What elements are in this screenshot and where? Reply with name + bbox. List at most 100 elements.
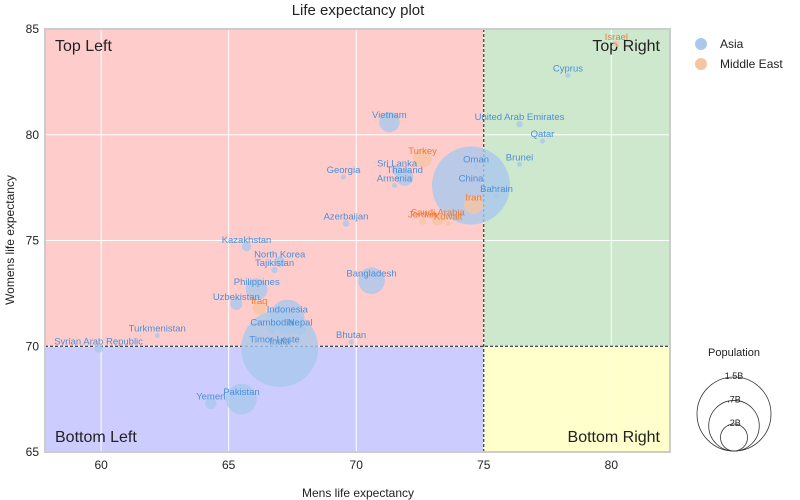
- bubble-jordan: [419, 218, 426, 225]
- point-label: Israel: [605, 32, 628, 43]
- bubble-israel: [613, 40, 620, 47]
- quadrant-label: Top Right: [592, 38, 660, 55]
- point-label: Timor-Leste: [249, 334, 299, 345]
- x-axis-label: Mens life expectancy: [302, 486, 414, 500]
- quadrant-label: Bottom Right: [568, 429, 661, 446]
- chart-title: Life expectancy plot: [292, 2, 425, 19]
- point-label: Yemen: [196, 391, 225, 402]
- bubble-kuwait: [445, 221, 451, 227]
- x-tick-label: 75: [477, 458, 491, 472]
- bubble-armenia: [391, 183, 397, 189]
- x-tick-label: 65: [222, 458, 236, 472]
- threshold-lines: [45, 29, 670, 452]
- quadrant-label: Top Left: [55, 38, 112, 55]
- point-label: Cambodia: [250, 317, 294, 328]
- x-tick-label: 80: [605, 458, 619, 472]
- point-label: India: [269, 336, 290, 347]
- bubble-vietnam: [379, 111, 400, 133]
- size-legend-circle: [696, 376, 772, 452]
- bubble-china: [432, 146, 511, 225]
- legend-marker: [695, 38, 707, 50]
- bubble-cyprus: [565, 73, 571, 79]
- y-tick-label: 75: [26, 234, 40, 248]
- bubble-bahrain: [494, 193, 500, 199]
- point-label: Bangladesh: [346, 269, 396, 280]
- bubble-iraq: [252, 301, 266, 315]
- y-tick-label: 70: [26, 339, 40, 353]
- bubble-georgia: [340, 174, 346, 180]
- point-label: Armenia: [377, 174, 413, 185]
- point-label: Nepal: [288, 317, 313, 328]
- size-legend-label: 1.5B: [725, 371, 744, 381]
- y-tick-label: 85: [26, 22, 40, 36]
- size-legend-title: Population: [708, 347, 760, 359]
- point-label: Bahrain: [480, 184, 513, 195]
- legend-label: Middle East: [720, 57, 783, 71]
- point-label: Vietnam: [372, 110, 407, 121]
- point-label: Brunei: [506, 152, 533, 163]
- y-tick-label: 80: [26, 128, 40, 142]
- bubble-qatar: [539, 138, 545, 144]
- point-label: Bhutan: [336, 330, 366, 341]
- point-label: Iraq: [251, 296, 267, 307]
- bubble-syrian-arab-republic: [94, 343, 103, 353]
- bubble-bangladesh: [358, 267, 385, 295]
- point-label: Oman: [463, 154, 489, 165]
- size-legend-label: .2B: [727, 418, 741, 428]
- bubble-united-arab-emirates: [516, 121, 523, 128]
- bubble-indonesia: [270, 299, 305, 334]
- tick-labels: 60 65 70 75 80 65 70 75 80 85: [26, 22, 619, 472]
- x-tick-label: 60: [94, 458, 108, 472]
- bubble-north-korea: [274, 256, 285, 267]
- bubble-philippines: [245, 278, 268, 301]
- bubble-bhutan: [348, 339, 354, 345]
- bubble-nepal: [294, 323, 306, 335]
- bubble-tajikistan: [271, 266, 278, 274]
- point-label: Indonesia: [267, 305, 309, 316]
- quadrant-top-right: [483, 29, 670, 347]
- quadrant-backgrounds: [45, 29, 670, 452]
- y-tick-label: 65: [26, 445, 40, 459]
- point-label: Saudi Arabia: [411, 207, 466, 218]
- size-legend-circle: [720, 423, 748, 452]
- bubble-cambodia: [267, 325, 277, 334]
- y-axis-label: Womens life expectancy: [3, 175, 17, 305]
- point-label: Thailand: [386, 165, 422, 176]
- point-label: Cyprus: [553, 64, 583, 75]
- point-label: Syrian Arab Republic: [54, 336, 143, 347]
- point-label: Sri Lanka: [377, 159, 418, 170]
- point-label: Kuwait: [434, 212, 463, 223]
- bubble-sri-lanka: [392, 165, 402, 176]
- quadrant-bottom-right: [483, 346, 670, 452]
- bubble-kazakhstan: [242, 242, 252, 252]
- point-label: Turkmenistan: [129, 324, 186, 335]
- legend: Asia Middle East: [695, 37, 783, 71]
- bubble-saudi-arabia: [431, 213, 445, 226]
- point-label: Pakistan: [223, 387, 259, 398]
- bubble-turkmenistan: [154, 333, 160, 339]
- quadrant-labels: Top Left Top Right Bottom Left Bottom Right: [55, 38, 661, 446]
- bubble-iran: [463, 194, 484, 215]
- bubble-yemen: [205, 397, 217, 410]
- point-label: Azerbaijan: [324, 212, 369, 223]
- point-label: North Korea: [254, 250, 306, 261]
- quadrant-label: Bottom Left: [55, 429, 137, 446]
- point-label: China: [459, 174, 485, 185]
- point-label: Georgia: [327, 165, 362, 176]
- legend-label: Asia: [720, 37, 744, 51]
- point-label: Turkey: [408, 146, 437, 157]
- point-label: Tajikistan: [255, 258, 294, 269]
- point-label: United Arab Emirates: [475, 112, 565, 123]
- x-tick-label: 70: [350, 458, 364, 472]
- bubble-timor-leste: [272, 343, 278, 349]
- bubble-pakistan: [226, 383, 257, 415]
- size-legend: Population 1.5B .7B .2B: [696, 347, 772, 452]
- point-label: Qatar: [531, 129, 555, 140]
- point-labels: Israel Cyprus United Arab Emirates Qatar Bru…: [54, 32, 628, 403]
- point-label: Iran: [465, 193, 481, 204]
- point-label: Jordan: [408, 209, 437, 220]
- bubble-uzbekistan: [230, 297, 243, 311]
- plot-frame: [44, 28, 671, 453]
- bubble-turkey: [413, 148, 433, 168]
